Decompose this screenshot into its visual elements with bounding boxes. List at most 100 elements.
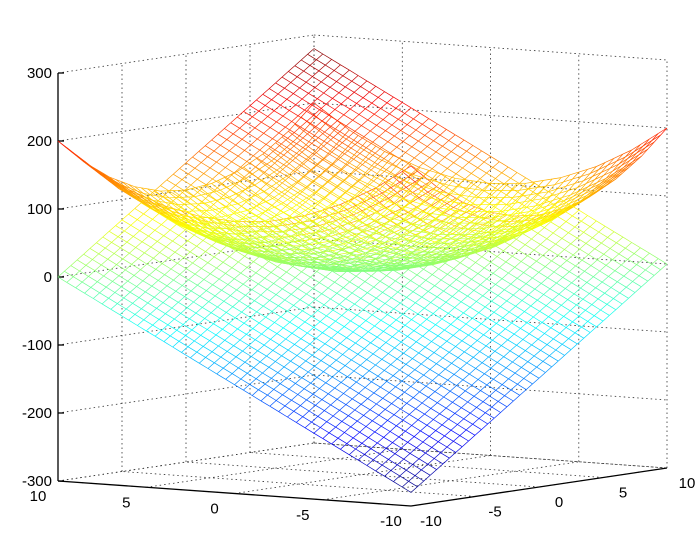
mesh-segment xyxy=(389,325,399,332)
mesh-segment xyxy=(205,210,216,218)
mesh-segment xyxy=(211,351,221,358)
mesh-segment xyxy=(246,267,257,274)
mesh-segment xyxy=(439,196,446,203)
mesh-segment xyxy=(225,219,233,226)
mesh-segment xyxy=(658,127,668,134)
mesh-segment xyxy=(421,264,431,267)
mesh-segment xyxy=(302,310,312,317)
mesh-segment xyxy=(283,208,291,213)
mesh-segment xyxy=(445,190,453,197)
mesh-segment xyxy=(376,336,387,343)
mesh-segment xyxy=(357,262,365,265)
mesh-segment xyxy=(517,206,527,210)
mesh-segment xyxy=(386,218,394,225)
mesh-segment xyxy=(308,410,319,417)
mesh-segment xyxy=(205,184,216,191)
mesh-segment xyxy=(228,233,238,240)
mesh-segment xyxy=(148,201,156,205)
mesh-segment xyxy=(595,184,605,191)
mesh-segment xyxy=(577,337,585,345)
mesh-segment xyxy=(131,264,141,270)
mesh-segment xyxy=(378,246,388,249)
mesh-segment xyxy=(616,153,624,162)
mesh-segment xyxy=(208,195,218,202)
mesh-segment xyxy=(364,262,373,265)
mesh-segment xyxy=(421,463,429,471)
mesh-segment xyxy=(365,172,375,178)
mesh-segment xyxy=(561,190,569,198)
mesh-segment xyxy=(300,186,308,192)
mesh-segment xyxy=(269,405,279,412)
mesh-segment xyxy=(473,178,481,185)
mesh-segment xyxy=(548,243,556,251)
mesh-segment xyxy=(262,266,272,273)
mesh-segment xyxy=(246,334,256,340)
mesh-segment xyxy=(466,211,473,216)
mesh-segment xyxy=(617,167,627,174)
mesh-segment xyxy=(279,253,286,258)
mesh-segment xyxy=(396,319,406,326)
mesh-segment xyxy=(249,215,256,218)
mesh-segment xyxy=(428,391,436,398)
mesh-segment xyxy=(421,226,429,233)
mesh-segment xyxy=(368,331,378,338)
mesh-segment xyxy=(263,344,274,351)
mesh-segment xyxy=(363,303,371,310)
mesh-segment xyxy=(305,210,315,216)
mesh-segment xyxy=(463,412,471,420)
mesh-segment xyxy=(141,199,149,206)
mesh-segment xyxy=(333,343,341,350)
mesh-segment xyxy=(462,251,472,254)
mesh-segment xyxy=(216,373,226,380)
mesh-segment xyxy=(360,404,371,410)
mesh-segment xyxy=(209,340,219,347)
mesh-segment xyxy=(636,258,644,265)
mesh-segment xyxy=(544,195,551,204)
mesh-segment xyxy=(410,247,418,251)
mesh-segment xyxy=(307,332,317,339)
mesh-segment xyxy=(283,327,293,334)
mesh-segment xyxy=(184,204,194,212)
mesh-segment xyxy=(291,327,299,334)
mesh-segment xyxy=(203,346,213,352)
mesh-segment xyxy=(321,180,329,187)
mesh-segment xyxy=(325,227,335,233)
mesh-segment xyxy=(402,244,412,247)
mesh-segment xyxy=(572,315,580,323)
mesh-segment xyxy=(332,163,342,170)
mesh-segment xyxy=(228,323,238,330)
mesh-segment xyxy=(444,193,452,202)
mesh-segment xyxy=(266,350,274,357)
mesh-segment xyxy=(411,425,421,432)
mesh-segment xyxy=(383,431,391,438)
mesh-segment xyxy=(264,257,272,260)
mesh-segment xyxy=(310,169,320,176)
mesh-segment xyxy=(418,193,428,198)
mesh-segment xyxy=(458,396,468,403)
mesh-segment xyxy=(377,437,384,444)
mesh-segment xyxy=(415,408,425,415)
mesh-segment xyxy=(438,200,446,209)
mesh-segment xyxy=(537,185,546,188)
mesh-segment xyxy=(136,286,146,293)
mesh-segment xyxy=(344,365,355,372)
mesh-segment xyxy=(257,191,264,196)
mesh-segment xyxy=(497,289,505,296)
mesh-segment xyxy=(139,194,147,199)
mesh-segment xyxy=(363,309,373,316)
mesh-segment xyxy=(384,470,392,477)
mesh-segment xyxy=(462,196,470,204)
mesh-segment xyxy=(575,191,583,199)
mesh-segment xyxy=(452,223,460,230)
mesh-segment xyxy=(359,431,369,438)
mesh-segment xyxy=(77,259,87,266)
mesh-segment xyxy=(360,236,368,242)
mesh-segment xyxy=(501,166,509,174)
mesh-segment xyxy=(308,243,318,249)
mesh-segment xyxy=(300,232,310,239)
mesh-segment xyxy=(510,389,520,396)
mesh-segment xyxy=(514,367,522,374)
mesh-segment xyxy=(481,423,489,430)
mesh-segment xyxy=(345,298,355,305)
mesh-segment xyxy=(472,418,480,425)
